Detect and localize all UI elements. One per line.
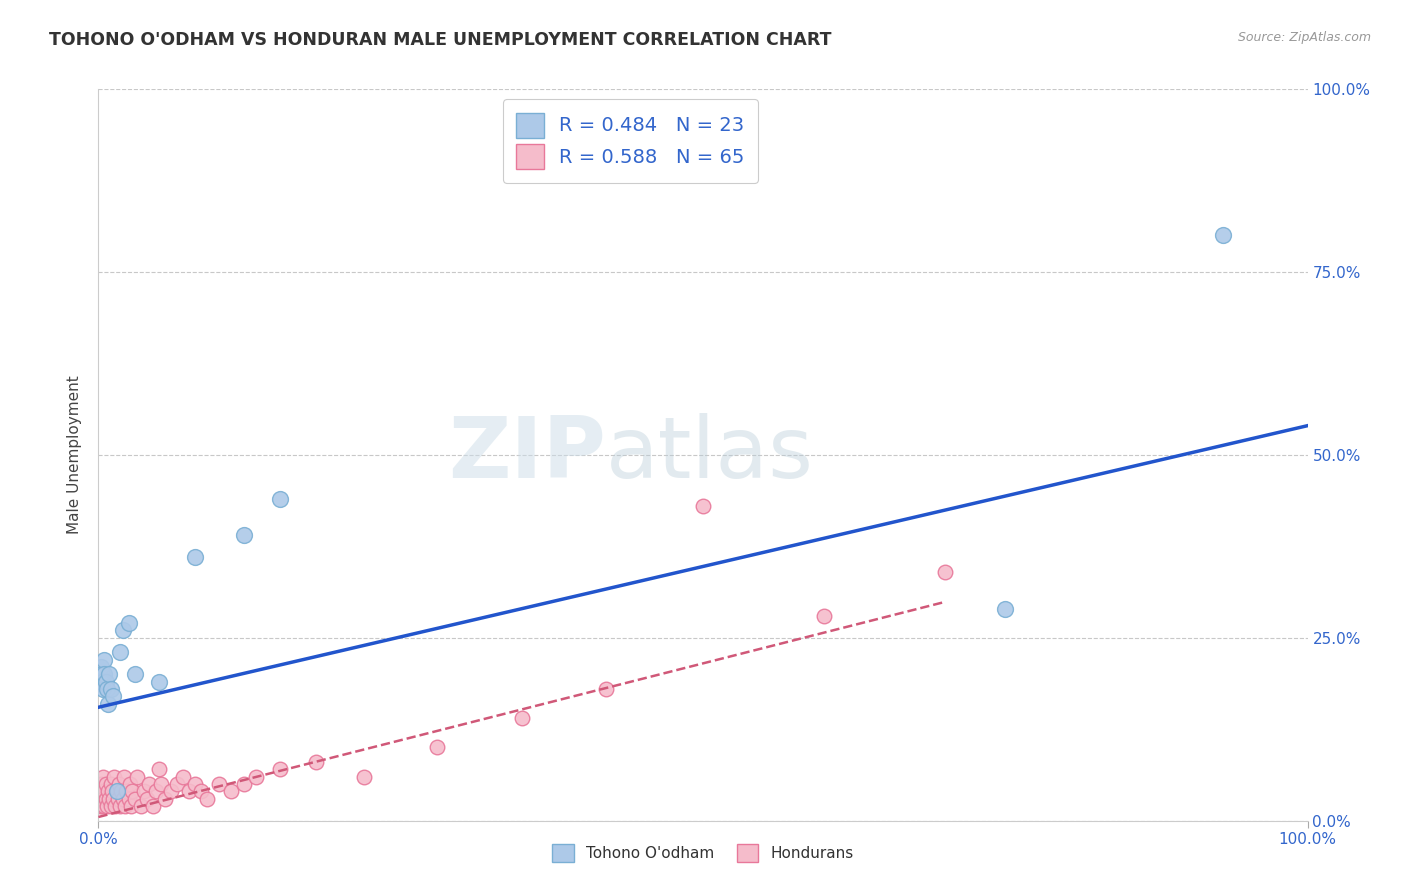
Point xyxy=(94,674,117,689)
Text: TOHONO O'ODHAM VS HONDURAN MALE UNEMPLOYMENT CORRELATION CHART: TOHONO O'ODHAM VS HONDURAN MALE UNEMPLOY… xyxy=(49,31,832,49)
Point xyxy=(195,791,218,805)
Point xyxy=(118,616,141,631)
Point xyxy=(232,528,254,542)
Point xyxy=(89,799,111,814)
Point xyxy=(107,791,129,805)
Point xyxy=(100,799,122,814)
Point xyxy=(97,697,120,711)
Point xyxy=(129,799,152,814)
Point xyxy=(115,784,138,798)
Point xyxy=(103,770,125,784)
Point xyxy=(124,791,146,805)
Point xyxy=(111,624,134,638)
Point xyxy=(148,763,170,777)
Point xyxy=(305,755,328,769)
Point xyxy=(595,681,617,696)
Point xyxy=(994,601,1017,615)
Point xyxy=(101,690,124,704)
Point xyxy=(91,667,114,681)
Point xyxy=(269,491,291,506)
Point xyxy=(98,791,121,805)
Point xyxy=(145,784,167,798)
Point xyxy=(93,667,115,681)
Point xyxy=(269,763,291,777)
Point xyxy=(134,784,156,798)
Point xyxy=(91,799,114,814)
Point xyxy=(179,784,201,798)
Point xyxy=(127,770,149,784)
Text: ZIP: ZIP xyxy=(449,413,606,497)
Point xyxy=(160,784,183,798)
Point xyxy=(108,777,131,791)
Point xyxy=(184,777,207,791)
Point xyxy=(101,791,124,805)
Point xyxy=(94,777,117,791)
Point xyxy=(108,645,131,659)
Point xyxy=(221,784,243,798)
Point xyxy=(190,784,212,798)
Point xyxy=(93,784,115,798)
Point xyxy=(112,770,135,784)
Point xyxy=(1212,228,1234,243)
Point xyxy=(105,784,128,798)
Point xyxy=(118,791,141,805)
Point xyxy=(148,674,170,689)
Point xyxy=(426,740,449,755)
Point xyxy=(232,777,254,791)
Y-axis label: Male Unemployment: Male Unemployment xyxy=(67,376,83,534)
Point xyxy=(100,681,122,696)
Legend: Tohono O'odham, Hondurans: Tohono O'odham, Hondurans xyxy=(546,838,860,868)
Point xyxy=(934,565,956,579)
Point xyxy=(91,681,114,696)
Point xyxy=(172,770,194,784)
Text: Source: ZipAtlas.com: Source: ZipAtlas.com xyxy=(1237,31,1371,45)
Point xyxy=(120,799,142,814)
Point xyxy=(142,799,165,814)
Point xyxy=(100,777,122,791)
Point xyxy=(91,784,114,798)
Point xyxy=(91,770,114,784)
Point xyxy=(150,777,173,791)
Point xyxy=(104,799,127,814)
Point xyxy=(184,550,207,565)
Point xyxy=(100,784,122,798)
Point xyxy=(93,653,115,667)
Point xyxy=(97,784,120,798)
Point xyxy=(105,784,128,798)
Point xyxy=(108,799,131,814)
Point xyxy=(94,791,117,805)
Point xyxy=(118,777,141,791)
Point xyxy=(111,791,134,805)
Point xyxy=(245,770,267,784)
Point xyxy=(96,681,118,696)
Point xyxy=(166,777,188,791)
Point xyxy=(208,777,231,791)
Point xyxy=(353,770,375,784)
Point xyxy=(98,667,121,681)
Point xyxy=(90,791,112,805)
Point xyxy=(124,667,146,681)
Point xyxy=(510,711,533,725)
Point xyxy=(114,799,136,814)
Point xyxy=(96,799,118,814)
Point xyxy=(90,660,112,674)
Point xyxy=(121,784,143,798)
Point xyxy=(91,791,114,805)
Point xyxy=(135,791,157,805)
Point xyxy=(89,784,111,798)
Point xyxy=(90,777,112,791)
Point xyxy=(93,799,115,814)
Point xyxy=(813,608,835,623)
Point xyxy=(153,791,176,805)
Point xyxy=(91,674,114,689)
Point xyxy=(110,784,132,798)
Point xyxy=(692,499,714,513)
Point xyxy=(138,777,160,791)
Text: atlas: atlas xyxy=(606,413,814,497)
